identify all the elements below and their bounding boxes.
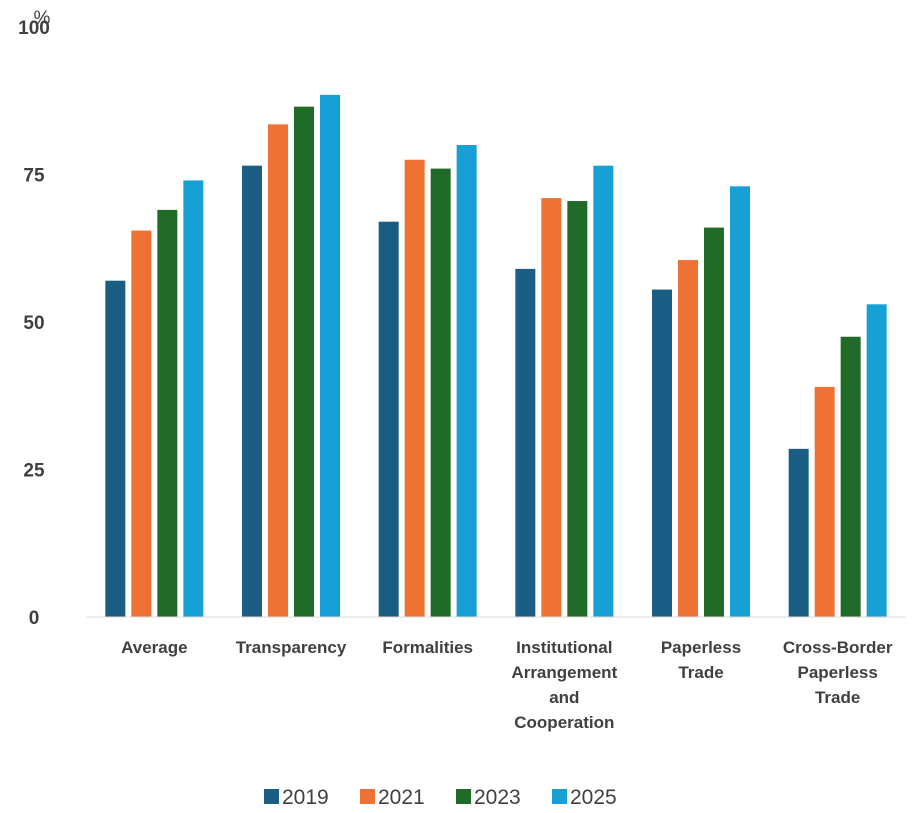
x-tick-label-line: and [549,688,579,707]
x-tick-label: Average [121,638,187,657]
x-tick-label-line: Transparency [236,638,347,657]
bar-2021-average [131,230,152,618]
y-tick-label: 75 [23,166,45,187]
y-axis: 0 25 50 75 100% [18,8,50,629]
legend-label-2023: 2023 [474,786,521,808]
legend-swatch-2019 [264,789,279,804]
legend-label-2021: 2021 [378,786,425,808]
bars [105,94,887,618]
x-tick-label: Transparency [236,638,347,657]
x-tick-label-line: Average [121,638,187,657]
legend-label-2025: 2025 [570,786,617,808]
y-tick-label: 25 [23,461,45,482]
x-tick-label-line: Arrangement [511,663,617,682]
bar-2023-institutional-arrangement-and-cooperation [567,201,588,618]
bar-2019-average [105,280,126,617]
bar-2021-transparency [268,124,288,617]
y-unit-label: % [34,8,51,29]
bar-2023-formalities [430,168,451,617]
bar-2019-transparency [242,165,262,617]
bar-2019-cross-border-paperless-trade [788,448,809,617]
y-tick-label: 50 [23,313,44,334]
bar-2019-institutional-arrangement-and-cooperation [515,268,536,617]
x-tick-label: Institutional Arrangement and Cooperation [511,638,617,732]
bar-2021-institutional-arrangement-and-cooperation [541,198,562,617]
x-tick-label-line: Trade [678,663,723,682]
y-tick-label: 0 [29,608,40,629]
bar-2025-transparency [320,94,340,618]
bar-2021-paperless-trade [678,260,698,617]
legend-label-2019: 2019 [282,786,329,808]
bar-2025-institutional-arrangement-and-cooperation [593,165,614,617]
legend-swatch-2025 [552,789,567,804]
bar-2025-formalities [456,145,477,617]
bar-2025-paperless-trade [730,186,750,618]
bar-2023-average [157,209,178,617]
bar-2025-cross-border-paperless-trade [866,304,887,617]
x-tick-label: Paperless Trade [661,638,741,682]
x-tick-label-line: Formalities [382,638,473,657]
x-axis-labels: Average Transparency Formalities Institutio… [121,638,893,732]
x-tick-label: Formalities [382,638,473,657]
bar-2019-paperless-trade [652,289,672,617]
x-tick-label-line: Cooperation [514,713,614,732]
x-tick-label-line: Institutional [516,638,612,657]
bar-2019-formalities [378,221,399,617]
legend: 2019 2021 2023 2025 [264,786,617,809]
x-tick-label-line: Cross-Border [783,638,893,657]
bar-2023-transparency [294,106,314,618]
bar-2023-paperless-trade [704,227,724,617]
bar-2025-average [183,180,204,617]
x-tick-label: Cross-Border Paperless Trade [783,638,893,707]
bar-2021-formalities [404,159,425,617]
y-tick-label: 100 [18,18,50,39]
bar-2023-cross-border-paperless-trade [840,336,861,617]
x-tick-label-line: Paperless [661,638,741,657]
x-tick-label-line: Paperless [797,663,877,682]
legend-swatch-2021 [360,789,375,804]
bar-2021-cross-border-paperless-trade [814,386,835,617]
legend-swatch-2023 [456,789,471,804]
x-tick-label-line: Trade [815,688,860,707]
